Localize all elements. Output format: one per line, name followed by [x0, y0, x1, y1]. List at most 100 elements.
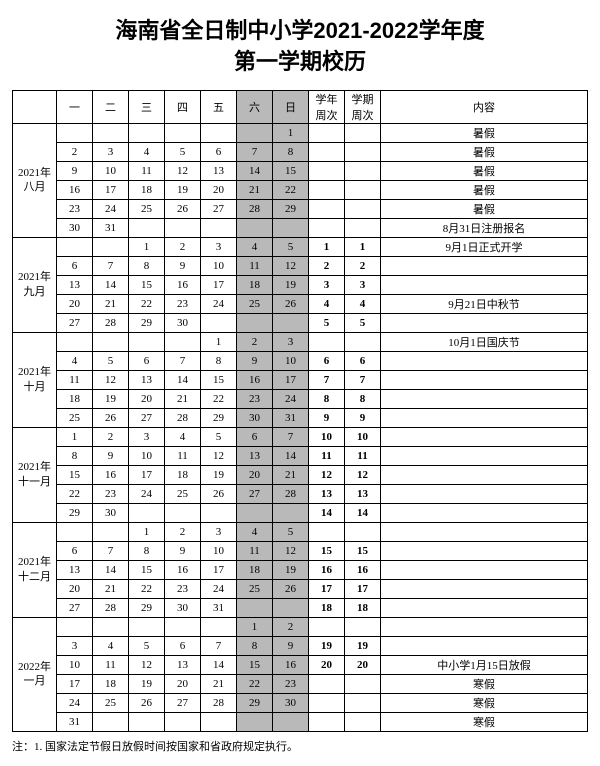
- week-cell: 11: [345, 446, 381, 465]
- day-cell: [57, 617, 93, 636]
- note-cell: [381, 256, 588, 275]
- day-cell: 27: [129, 408, 165, 427]
- note-cell: [381, 503, 588, 522]
- week-cell: 19: [345, 636, 381, 655]
- day-cell: 31: [57, 712, 93, 731]
- week-cell: 9: [309, 408, 345, 427]
- day-cell: 12: [129, 655, 165, 674]
- week-cell: 12: [345, 465, 381, 484]
- week-cell: 18: [345, 598, 381, 617]
- note-cell: [381, 313, 588, 332]
- day-cell: 3: [201, 522, 237, 541]
- day-cell: 8: [129, 541, 165, 560]
- day-cell: 24: [201, 294, 237, 313]
- day-cell: 5: [165, 142, 201, 161]
- day-cell: 21: [165, 389, 201, 408]
- day-cell: 12: [273, 256, 309, 275]
- day-cell: 4: [237, 522, 273, 541]
- table-row: 24252627282930寒假: [13, 693, 588, 712]
- day-cell: 30: [165, 598, 201, 617]
- day-cell: 1: [57, 427, 93, 446]
- day-cell: 16: [57, 180, 93, 199]
- table-row: 23242526272829暑假: [13, 199, 588, 218]
- day-cell: 26: [93, 408, 129, 427]
- week-cell: 5: [309, 313, 345, 332]
- week-cell: 20: [309, 655, 345, 674]
- month-label: 2021年八月: [13, 123, 57, 237]
- note-cell: 暑假: [381, 123, 588, 142]
- note-cell: 暑假: [381, 142, 588, 161]
- day-cell: 25: [237, 579, 273, 598]
- day-cell: 20: [57, 579, 93, 598]
- month-label: 2021年九月: [13, 237, 57, 332]
- day-cell: 11: [57, 370, 93, 389]
- day-cell: 13: [57, 560, 93, 579]
- day-cell: 17: [57, 674, 93, 693]
- header-row: 一 二 三 四 五 六 日 学年周次 学期周次 内容: [13, 90, 588, 123]
- week-cell: [345, 674, 381, 693]
- table-row: 1819202122232488: [13, 389, 588, 408]
- week-cell: [345, 332, 381, 351]
- header-fri: 五: [201, 90, 237, 123]
- day-cell: 30: [237, 408, 273, 427]
- day-cell: 11: [237, 541, 273, 560]
- day-cell: [237, 712, 273, 731]
- month-label: 2021年十一月: [13, 427, 57, 522]
- day-cell: 30: [273, 693, 309, 712]
- day-cell: 24: [93, 199, 129, 218]
- day-cell: 13: [201, 161, 237, 180]
- day-cell: 19: [165, 180, 201, 199]
- day-cell: [201, 617, 237, 636]
- week-cell: 17: [345, 579, 381, 598]
- day-cell: 17: [201, 560, 237, 579]
- week-cell: 16: [345, 560, 381, 579]
- week-cell: [309, 712, 345, 731]
- note-cell: 9月21日中秋节: [381, 294, 588, 313]
- note-cell: [381, 484, 588, 503]
- day-cell: 19: [93, 389, 129, 408]
- month-label: 2021年十二月: [13, 522, 57, 617]
- day-cell: 26: [273, 579, 309, 598]
- day-cell: 30: [165, 313, 201, 332]
- note-cell: 寒假: [381, 693, 588, 712]
- day-cell: 12: [273, 541, 309, 560]
- day-cell: 26: [201, 484, 237, 503]
- day-cell: [165, 218, 201, 237]
- day-cell: 1: [129, 237, 165, 256]
- table-row: 16171819202122暑假: [13, 180, 588, 199]
- day-cell: 21: [273, 465, 309, 484]
- week-cell: 1: [345, 237, 381, 256]
- month-label: 2022年一月: [13, 617, 57, 731]
- day-cell: 29: [57, 503, 93, 522]
- day-cell: [165, 712, 201, 731]
- week-cell: [345, 712, 381, 731]
- day-cell: 19: [273, 560, 309, 579]
- note-cell: 暑假: [381, 161, 588, 180]
- week-cell: 9: [345, 408, 381, 427]
- day-cell: 30: [93, 503, 129, 522]
- day-cell: [93, 522, 129, 541]
- day-cell: 3: [201, 237, 237, 256]
- day-cell: 23: [237, 389, 273, 408]
- table-row: 17181920212223寒假: [13, 674, 588, 693]
- week-cell: [309, 617, 345, 636]
- day-cell: 27: [57, 313, 93, 332]
- day-cell: 2: [273, 617, 309, 636]
- day-cell: 1: [273, 123, 309, 142]
- day-cell: [93, 617, 129, 636]
- day-cell: 6: [201, 142, 237, 161]
- day-cell: 5: [201, 427, 237, 446]
- day-cell: 4: [237, 237, 273, 256]
- day-cell: 23: [93, 484, 129, 503]
- day-cell: 24: [57, 693, 93, 712]
- day-cell: [57, 332, 93, 351]
- day-cell: 15: [201, 370, 237, 389]
- day-cell: 6: [129, 351, 165, 370]
- day-cell: [57, 522, 93, 541]
- week-cell: 13: [309, 484, 345, 503]
- day-cell: 1: [129, 522, 165, 541]
- table-row: 101112131415162020中小学1月15日放假: [13, 655, 588, 674]
- day-cell: 16: [165, 560, 201, 579]
- week-cell: [345, 693, 381, 712]
- note-cell: [381, 351, 588, 370]
